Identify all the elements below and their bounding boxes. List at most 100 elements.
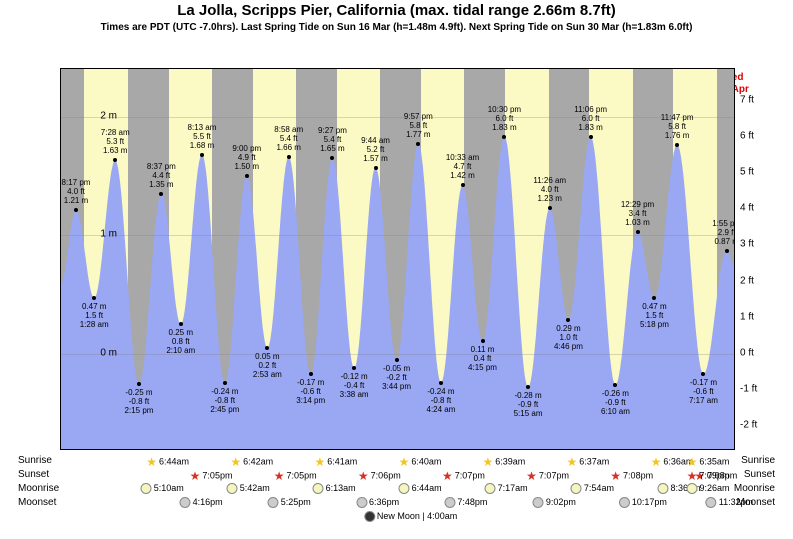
sunset-item: ★7:09pm [687, 469, 730, 483]
moonset-icon [444, 497, 455, 508]
time-text: 6:35am [699, 456, 729, 466]
tide-extremum-dot [265, 346, 269, 350]
sunrise-star-icon: ★ [230, 455, 241, 469]
tide-extremum-dot [652, 296, 656, 300]
moonset-item: 11:32pm [706, 497, 753, 508]
row-label-right: Moonrise [734, 483, 775, 494]
moonset-icon [706, 497, 717, 508]
sunset-star-icon: ★ [687, 469, 698, 483]
sunrise-star-icon: ★ [146, 455, 157, 469]
y-tick-right: 2 ft [740, 275, 754, 286]
sunset-item: ★7:05pm [190, 469, 233, 483]
sunrise-star-icon: ★ [314, 455, 325, 469]
moonset-icon [268, 497, 279, 508]
high-tide-label: 11:26 am4.0 ft1.23 m [533, 176, 566, 203]
low-tide-label: -0.12 m-0.4 ft3:38 am [340, 372, 369, 399]
moonrise-item: 7:17am [485, 483, 528, 494]
y-tick-right: 1 ft [740, 311, 754, 322]
high-tide-label: 9:44 am5.2 ft1.57 m [361, 136, 390, 163]
moonrise-item: 7:54am [571, 483, 614, 494]
sunrise-item: ★6:39am [483, 455, 526, 469]
time-text: 6:42am [243, 456, 273, 466]
low-tide-label: 0.05 m0.2 ft2:53 am [253, 352, 282, 379]
plot-area: 8:17 pm4.0 ft1.21 m 0.47 m1.5 ft1:28 am 7:… [60, 68, 735, 450]
tide-extremum-dot [374, 166, 378, 170]
tide-extremum-dot [223, 381, 227, 385]
low-tide-label: -0.05 m-0.2 ft3:44 pm [382, 364, 411, 391]
row-label-left: Moonrise [18, 483, 59, 494]
moonrise-icon [686, 483, 697, 494]
sunset-item: ★7:07pm [442, 469, 485, 483]
sunrise-item: ★6:40am [399, 455, 442, 469]
high-tide-label: 12:29 pm3.4 ft1.03 m [621, 200, 654, 227]
low-tide-label: 0.47 m1.5 ft1:28 am [80, 302, 109, 329]
sunrise-item: ★6:44am [146, 455, 189, 469]
time-text: 7:07pm [455, 470, 485, 480]
moonrise-item: 6:44am [399, 483, 442, 494]
y-tick-right: 5 ft [740, 167, 754, 178]
sunset-item: ★7:08pm [610, 469, 653, 483]
sunset-star-icon: ★ [526, 469, 537, 483]
low-tide-label: -0.25 m-0.8 ft2:15 pm [125, 388, 154, 415]
tide-extremum-dot [701, 372, 705, 376]
gridline [61, 354, 734, 355]
chart-subtitle: Times are PDT (UTC -7.0hrs). Last Spring… [0, 22, 793, 33]
sunset-item: ★7:06pm [358, 469, 401, 483]
time-text: 7:08pm [623, 470, 653, 480]
y-tick-right: 3 ft [740, 239, 754, 250]
moonset-row: MoonsetMoonset4:16pm5:25pm6:36pm7:48pm9:… [0, 497, 793, 511]
time-text: 7:17am [498, 483, 528, 493]
tide-extremum-dot [526, 385, 530, 389]
tide-extremum-dot [566, 318, 570, 322]
moonset-item: 10:17pm [619, 497, 667, 508]
new-moon-label: New Moon | 4:00am [364, 511, 457, 522]
sunrise-star-icon: ★ [651, 455, 662, 469]
moonset-icon [356, 497, 367, 508]
tide-extremum-dot [481, 339, 485, 343]
y-tick-left: 2 m [67, 110, 117, 121]
row-label-left: Sunset [18, 469, 49, 480]
time-text: 9:26am [699, 483, 729, 493]
row-label-right: Sunset [744, 469, 775, 480]
y-tick-right: 4 ft [740, 203, 754, 214]
low-tide-label: 0.47 m1.5 ft5:18 pm [640, 302, 669, 329]
high-tide-label: 8:13 am5.5 ft1.68 m [188, 123, 217, 150]
sunset-star-icon: ★ [610, 469, 621, 483]
time-text: 4:16pm [193, 497, 223, 507]
tide-extremum-dot [245, 174, 249, 178]
chart-title: La Jolla, Scripps Pier, California (max.… [0, 2, 793, 19]
high-tide-label: 9:57 pm5.8 ft1.77 m [404, 112, 433, 139]
sunset-star-icon: ★ [274, 469, 285, 483]
tide-extremum-dot [439, 381, 443, 385]
time-text: 5:25pm [281, 497, 311, 507]
tide-extremum-dot [92, 296, 96, 300]
high-tide-label: 8:17 pm4.0 ft1.21 m [62, 178, 91, 205]
high-tide-label: 8:37 pm4.4 ft1.35 m [147, 162, 176, 189]
time-text: 7:48pm [457, 497, 487, 507]
time-text: 6:41am [327, 456, 357, 466]
time-text: 6:36pm [369, 497, 399, 507]
tide-extremum-dot [330, 156, 334, 160]
moonset-icon [533, 497, 544, 508]
moonrise-item: 5:42am [227, 483, 270, 494]
moonset-item: 7:48pm [444, 497, 487, 508]
time-text: 6:39am [495, 456, 525, 466]
low-tide-label: 0.25 m0.8 ft2:10 am [166, 328, 195, 355]
sunset-star-icon: ★ [190, 469, 201, 483]
y-tick-right: 7 ft [740, 94, 754, 105]
tide-extremum-dot [137, 382, 141, 386]
tide-extremum-dot [179, 322, 183, 326]
time-text: 7:05pm [287, 470, 317, 480]
low-tide-label: 0.11 m0.4 ft4:15 pm [468, 345, 497, 372]
tide-extremum-dot [159, 192, 163, 196]
y-tick-left: 1 m [67, 229, 117, 240]
low-tide-label: -0.17 m-0.6 ft7:17 am [689, 378, 718, 405]
tide-extremum-dot [548, 206, 552, 210]
low-tide-label: -0.26 m-0.9 ft6:10 am [601, 389, 630, 416]
high-tide-label: 7:28 am5.3 ft1.63 m [101, 128, 130, 155]
low-tide-label: 0.29 m1.0 ft4:46 pm [554, 324, 583, 351]
sunset-row: SunsetSunset★7:05pm★7:05pm★7:06pm★7:07pm… [0, 469, 793, 483]
time-text: 6:40am [411, 456, 441, 466]
tide-extremum-dot [395, 358, 399, 362]
moonrise-icon [313, 483, 324, 494]
